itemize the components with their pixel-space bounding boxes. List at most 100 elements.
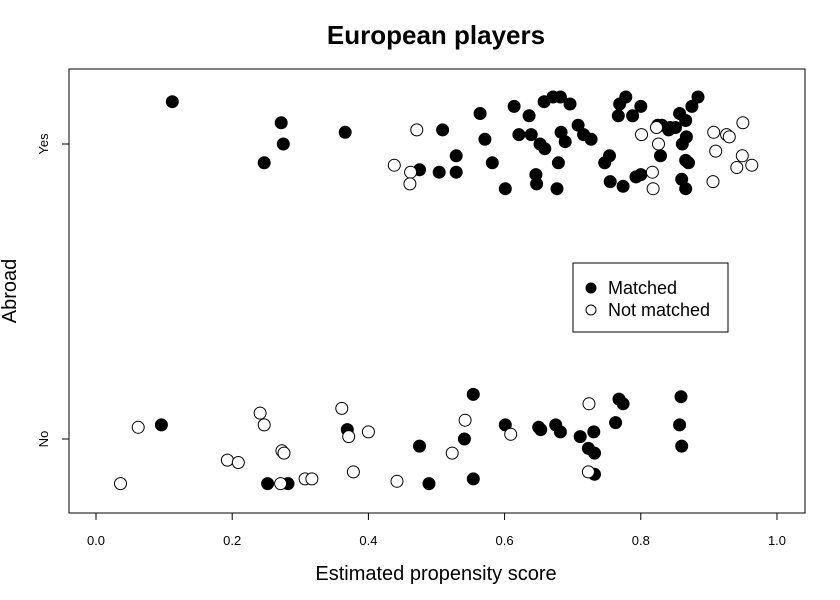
point-matched [338, 125, 352, 139]
point-not-matched [220, 453, 234, 467]
point-not-matched [361, 425, 375, 439]
point-not-matched [274, 477, 288, 491]
point-matched [413, 439, 426, 453]
legend-marker-matched [585, 282, 597, 294]
x-tick-label: 1.0 [768, 533, 786, 548]
point-matched [551, 156, 565, 170]
y-axis-label: Abroad [0, 259, 21, 324]
point-matched [674, 390, 688, 404]
point-matched [584, 132, 598, 146]
x-tick-label: 0.6 [496, 533, 514, 548]
point-matched [498, 182, 512, 196]
point-matched [449, 165, 463, 179]
point-not-matched [646, 182, 660, 196]
point-matched [587, 425, 601, 439]
point-not-matched [114, 477, 127, 491]
point-not-matched [645, 165, 659, 179]
point-not-matched [650, 121, 663, 134]
point-not-matched [346, 465, 360, 479]
x-axis: 0.0 0.2 0.4 0.6 0.8 1.0 [87, 512, 786, 548]
point-matched [154, 418, 168, 432]
point-matched [573, 430, 587, 444]
point-matched [673, 418, 687, 432]
point-matched [478, 132, 492, 146]
point-matched [449, 149, 463, 163]
point-matched [654, 149, 667, 163]
point-matched [563, 97, 577, 111]
point-not-matched [745, 158, 759, 172]
point-matched [611, 109, 625, 123]
point-matched [530, 177, 544, 191]
point-matched [679, 114, 693, 127]
point-matched [422, 477, 436, 491]
point-not-matched [735, 149, 749, 163]
point-not-matched [504, 427, 518, 441]
point-matched [165, 95, 179, 109]
point-matched [558, 135, 572, 149]
point-matched [553, 425, 567, 439]
point-matched [691, 90, 705, 104]
point-not-matched [410, 123, 424, 137]
point-matched [603, 149, 616, 163]
point-not-matched [335, 401, 349, 415]
point-not-matched [730, 161, 744, 174]
point-matched [675, 439, 689, 453]
point-not-matched [387, 158, 401, 172]
y-tick-label: No [36, 431, 51, 448]
point-not-matched [581, 465, 595, 479]
point-not-matched [277, 446, 291, 460]
point-matched [634, 99, 648, 113]
data-points [114, 90, 759, 491]
point-matched [553, 90, 567, 104]
point-matched [524, 128, 538, 142]
point-not-matched [342, 430, 356, 444]
point-matched [432, 165, 446, 179]
point-matched [538, 142, 552, 156]
point-not-matched [652, 137, 665, 151]
legend-label-not-matched: Not matched [608, 300, 710, 320]
point-not-matched [458, 413, 472, 427]
y-tick-label: Yes [36, 133, 51, 155]
point-matched [473, 107, 487, 120]
point-matched [261, 477, 275, 491]
point-matched [276, 137, 290, 151]
point-matched [257, 156, 271, 170]
point-matched [507, 99, 521, 113]
point-not-matched [404, 165, 418, 179]
point-matched [685, 99, 699, 113]
legend: Matched Not matched [572, 262, 729, 333]
point-matched [457, 432, 471, 446]
legend-marker-not-matched [585, 304, 597, 316]
point-not-matched [635, 128, 648, 142]
point-not-matched [231, 456, 245, 469]
point-not-matched [736, 116, 750, 130]
point-matched [466, 472, 480, 486]
legend-label-matched: Matched [608, 278, 677, 298]
point-not-matched [403, 177, 417, 191]
point-matched [682, 156, 695, 170]
point-matched [485, 156, 499, 170]
chart-title: European players [327, 20, 545, 50]
point-not-matched [390, 474, 404, 488]
point-matched [679, 182, 693, 196]
point-not-matched [253, 406, 267, 420]
point-matched [588, 446, 601, 460]
x-tick-label: 0.4 [359, 533, 377, 548]
point-matched [626, 109, 640, 123]
point-not-matched [709, 144, 723, 158]
point-not-matched [582, 397, 596, 411]
point-matched [603, 175, 617, 189]
point-matched [436, 123, 450, 137]
point-matched [512, 128, 526, 142]
point-not-matched [131, 420, 145, 434]
y-axis: No Yes [36, 133, 70, 448]
point-matched [550, 182, 564, 196]
point-not-matched [722, 130, 736, 144]
point-matched [616, 397, 630, 411]
point-matched [609, 416, 623, 430]
point-not-matched [707, 125, 721, 139]
point-matched [522, 109, 536, 123]
point-matched [534, 423, 548, 437]
point-not-matched [305, 472, 319, 486]
x-tick-label: 0.2 [223, 533, 241, 548]
